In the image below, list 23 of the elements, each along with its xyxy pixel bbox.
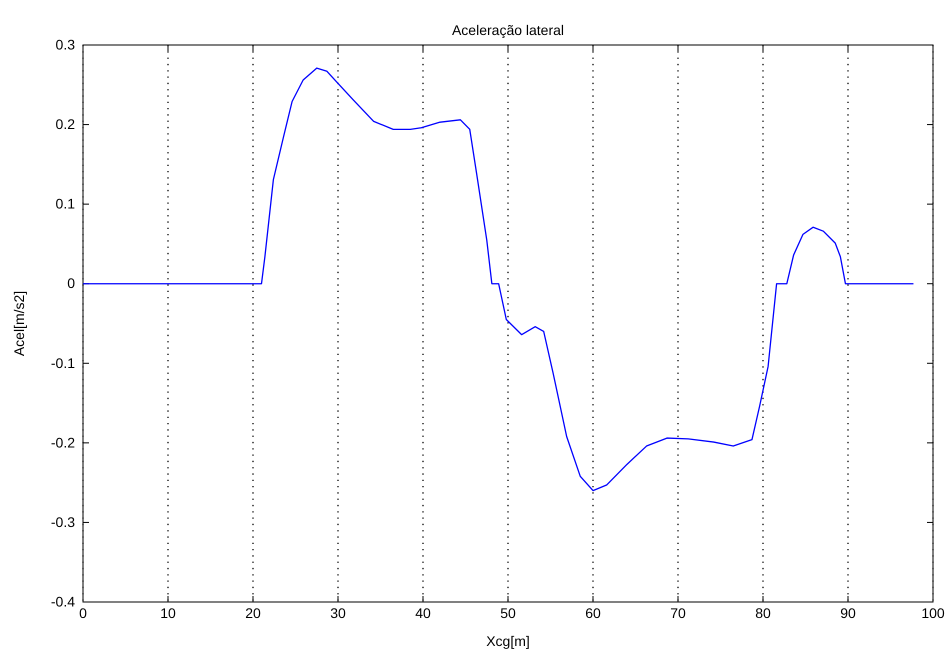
y-tick-label: -0.2 xyxy=(50,434,76,450)
y-tick-label: 0.3 xyxy=(56,36,76,52)
y-tick-label: 0 xyxy=(67,275,76,292)
x-tick-label: 70 xyxy=(670,604,686,621)
y-tick-label: -0.4 xyxy=(50,593,76,610)
x-tick-label: 80 xyxy=(755,604,771,621)
y-axis-title: Acel[m/s2] xyxy=(11,290,27,356)
y-tick-label: 0.2 xyxy=(56,116,76,132)
x-tick-label: 40 xyxy=(415,604,431,621)
x-tick-label: 30 xyxy=(330,604,346,621)
line-series xyxy=(82,67,914,492)
chart-title: Aceleração lateral xyxy=(452,22,564,38)
x-tick-label: 0 xyxy=(79,604,88,621)
x-tick-label: 100 xyxy=(921,604,945,621)
x-tick-label: 90 xyxy=(840,604,856,621)
x-tick-label: 20 xyxy=(245,604,261,621)
x-axis-title: Xcg[m] xyxy=(486,633,530,649)
x-tick-label: 10 xyxy=(160,604,176,621)
y-tick-label: -0.3 xyxy=(50,514,76,530)
x-tick-label: 50 xyxy=(500,604,516,621)
y-tick-label: -0.1 xyxy=(50,354,76,371)
x-tick-label: 60 xyxy=(585,604,601,621)
y-tick-label: 0.1 xyxy=(56,196,76,212)
